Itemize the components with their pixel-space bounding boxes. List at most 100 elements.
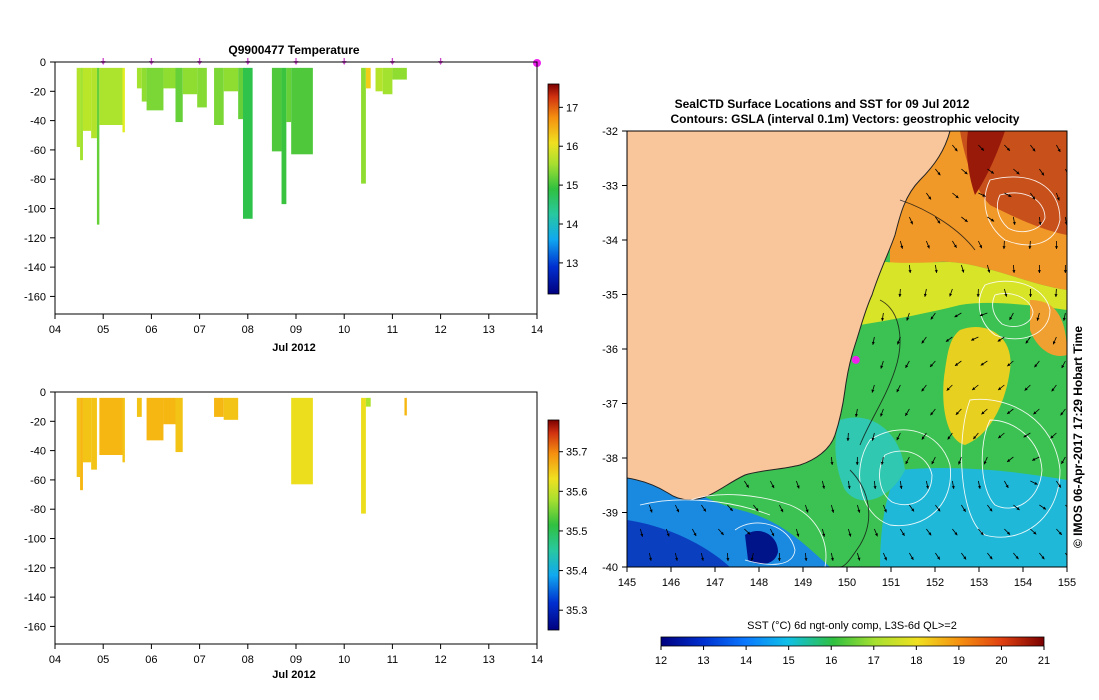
map-x-tick-label: 146 bbox=[662, 577, 680, 589]
velocity-vector-head bbox=[958, 461, 962, 465]
velocity-vector-head bbox=[693, 532, 697, 537]
velocity-vector-head bbox=[884, 557, 887, 561]
velocity-vector-head bbox=[1054, 294, 1058, 297]
velocity-vector-head bbox=[745, 484, 749, 488]
sst-colorbar-tick-label: 15 bbox=[783, 655, 795, 667]
velocity-vector-head bbox=[947, 436, 951, 440]
velocity-vector-head bbox=[955, 195, 959, 199]
chart1-xlabel: Jul 2012 bbox=[272, 342, 315, 354]
profile-bar bbox=[365, 397, 371, 407]
profile-bar bbox=[286, 67, 292, 123]
velocity-vector-head bbox=[982, 193, 986, 197]
velocity-vector-head bbox=[987, 269, 991, 273]
velocity-vector-head bbox=[1005, 484, 1009, 488]
velocity-vector-head bbox=[1025, 340, 1029, 344]
velocity-vector-head bbox=[1058, 484, 1061, 488]
velocity-vector-head bbox=[871, 341, 875, 345]
velocity-vector-head bbox=[980, 362, 984, 366]
velocity-vector-head bbox=[963, 556, 967, 560]
velocity-vector-head bbox=[962, 508, 966, 512]
profile-bar bbox=[76, 67, 81, 147]
profile-bar bbox=[214, 397, 224, 417]
profile-bar bbox=[291, 67, 313, 155]
profile-bar bbox=[80, 397, 83, 491]
sst-colorbar-tick-label: 20 bbox=[995, 655, 1007, 667]
velocity-vector-head bbox=[830, 461, 834, 465]
velocity-vector-head bbox=[1032, 148, 1036, 152]
velocity-vector-head bbox=[905, 364, 909, 368]
y-tick-label: -80 bbox=[30, 504, 46, 516]
velocity-vector-head bbox=[771, 532, 775, 537]
velocity-vector-head bbox=[998, 435, 1002, 439]
y-tick-label: -120 bbox=[24, 233, 46, 245]
velocity-vector-head bbox=[822, 533, 826, 537]
profile-bar bbox=[136, 397, 142, 417]
profile-bar bbox=[96, 67, 100, 225]
colorbar-tick-label: 35.4 bbox=[566, 566, 587, 578]
velocity-vector-head bbox=[771, 484, 775, 489]
velocity-vector-head bbox=[1051, 388, 1055, 392]
velocity-vector-head bbox=[1036, 317, 1040, 321]
velocity-vector-head bbox=[906, 317, 910, 321]
velocity-vector-head bbox=[1062, 317, 1066, 321]
map-x-tick-label: 151 bbox=[882, 577, 900, 589]
velocity-vector-head bbox=[954, 532, 958, 536]
sst-colorbar-tick-label: 17 bbox=[868, 655, 880, 667]
velocity-vector-head bbox=[830, 557, 834, 561]
velocity-vector-head bbox=[648, 557, 652, 561]
velocity-vector-head bbox=[898, 294, 902, 297]
velocity-vector-head bbox=[937, 220, 941, 224]
y-tick-label: -160 bbox=[24, 291, 46, 303]
profile-bar bbox=[291, 397, 313, 485]
velocity-vector-head bbox=[675, 557, 679, 561]
x-tick-label: 09 bbox=[290, 324, 302, 336]
chart1-x-axis: 04 05 06 07 08 09 10 11 12 13 14 bbox=[49, 314, 543, 336]
map-y-tick-label: -37 bbox=[602, 399, 618, 411]
y-tick-label: -140 bbox=[24, 262, 46, 274]
sst-colorbar-tick-label: 13 bbox=[697, 655, 709, 667]
profile-bar bbox=[141, 67, 147, 102]
x-tick-label: 08 bbox=[242, 654, 254, 666]
velocity-vector-head bbox=[1064, 221, 1067, 225]
velocity-vector-head bbox=[1050, 435, 1054, 439]
velocity-vector-head bbox=[804, 557, 808, 561]
velocity-vector-head bbox=[857, 557, 861, 561]
chart1-profiles bbox=[76, 67, 407, 225]
x-tick-label: 04 bbox=[49, 324, 61, 336]
velocity-vector bbox=[1065, 504, 1067, 508]
velocity-vector-head bbox=[979, 313, 984, 317]
profile-bar bbox=[238, 67, 243, 120]
map-x-tick-label: 150 bbox=[838, 577, 856, 589]
velocity-vector-head bbox=[977, 485, 981, 489]
sst-cyan-mid bbox=[835, 417, 905, 501]
profile-bar bbox=[163, 67, 176, 89]
chart1-colorbar bbox=[547, 83, 560, 295]
x-tick-label: 13 bbox=[483, 324, 495, 336]
velocity-vector-head bbox=[1002, 246, 1006, 249]
velocity-vector-head bbox=[1012, 221, 1016, 225]
velocity-vector-head bbox=[1023, 434, 1027, 438]
velocity-vector-head bbox=[1060, 412, 1064, 416]
velocity-vector-head bbox=[953, 244, 957, 248]
velocity-vector-head bbox=[822, 485, 826, 489]
map-x-tick-label: 145 bbox=[618, 577, 636, 589]
chart2-y-axis: 0 -20 -40 -60 -80 -100 -120 -140 -160 bbox=[24, 387, 55, 633]
x-tick-label: 11 bbox=[387, 324, 398, 336]
velocity-vector-head bbox=[937, 172, 941, 176]
velocity-vector-head bbox=[921, 388, 925, 392]
x-tick-label: 05 bbox=[97, 654, 109, 666]
copyright-label: © IMOS 06-Apr-2017 17:29 Hobart Time bbox=[1071, 326, 1085, 548]
velocity-vector-head bbox=[896, 436, 900, 441]
x-tick-label: 14 bbox=[531, 324, 543, 336]
velocity-vector-head bbox=[954, 148, 958, 152]
velocity-vector-head bbox=[747, 531, 751, 535]
velocity-vector-head bbox=[1061, 364, 1065, 369]
profile-bar bbox=[80, 67, 83, 161]
velocity-vector-head bbox=[899, 485, 903, 489]
map-y-tick-label: -35 bbox=[602, 290, 618, 302]
velocity-vector-head bbox=[880, 413, 884, 417]
velocity-vector-head bbox=[726, 558, 730, 561]
velocity-vector-head bbox=[1033, 411, 1037, 415]
velocity-vector-head bbox=[951, 485, 955, 489]
velocity-vector-head bbox=[955, 411, 959, 415]
